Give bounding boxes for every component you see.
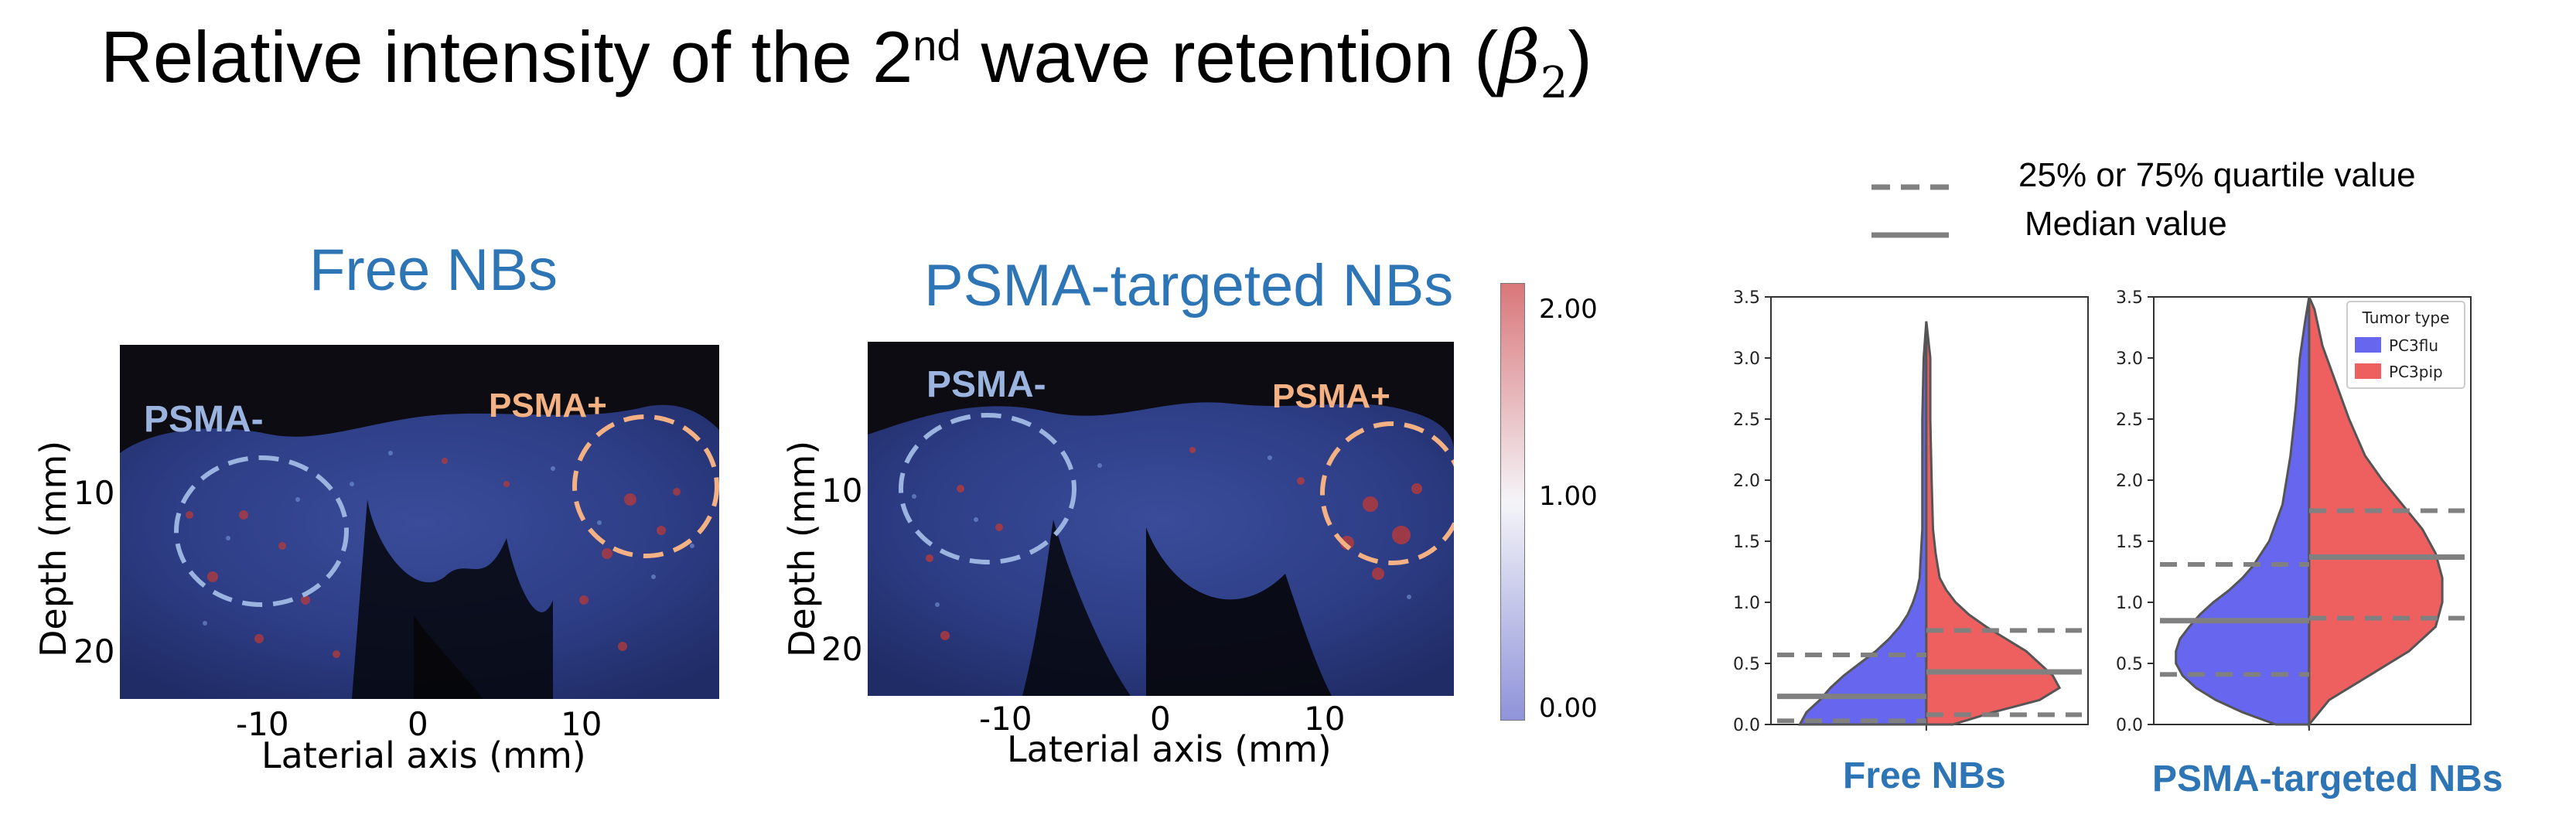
legend-swatch-pc3pip [2355,363,2381,379]
violin-legend-title: Tumor type [2362,309,2450,327]
y-tick-label: 3.5 [1733,288,1760,308]
violin-caption-psma: PSMA-targeted NBs [2152,759,2503,799]
plot-frame [2153,296,2472,725]
psma-minus-circle [174,455,349,607]
y-tick-label: 1.0 [2116,594,2143,613]
label-psma-plus: PSMA+ [1272,377,1390,415]
page-title: Relative intensity of the 2nd wave reten… [101,15,1592,108]
y-tick-label: 0.0 [2116,716,2143,735]
xtick: 10 [1304,700,1346,738]
ytick: 10 [73,474,115,512]
panel-title-free: Free NBs [309,237,558,303]
ytick: 20 [73,632,115,670]
y-tick-label: 1.5 [2116,533,2143,552]
free-nbs-ultrasound-map [120,345,719,699]
title-middle: wave retention ( [960,16,1499,97]
violin-half-pc3flu [2175,296,2311,726]
x-axis-label: Laterial axis (mm) [1007,728,1332,770]
title-prefix: Relative intensity of the 2 [101,16,913,97]
colorbar [1500,283,1525,721]
legend-swatch-pc3flu [2355,337,2381,353]
violin-half-pc3pip [1925,321,2062,726]
xtick: -10 [979,700,1032,738]
colorbar-tick: 2.00 [1539,294,1598,325]
y-axis-label: Depth (mm) [781,440,823,657]
xtick: 10 [561,705,602,743]
xtick: 0 [408,705,428,743]
y-tick-label: 0.0 [1733,716,1760,735]
xtick: -10 [236,705,289,743]
title-superscript: nd [913,21,961,70]
violin-charts: 0.0 0.5 1.0 1.5 2.0 2.5 3.0 3.5 0.0 0.5 1.0 1.5 2.0 2… [1733,288,2472,735]
psma-minus-circle [899,413,1076,564]
panel-title-psma: PSMA-targeted NBs [924,253,1454,319]
y-tick-label: 2.5 [2116,411,2143,430]
y-tick-label: 0.5 [1733,655,1760,674]
legend-dashed-label: 25% or 75% quartile value [2018,156,2416,194]
legend-solid-label: Median value [2025,205,2227,243]
line-style-legend-icons [1871,184,1949,238]
legend-label-pc3flu: PC3flu [2389,336,2438,355]
y-tick-label: 3.0 [2116,349,2143,369]
ytick: 10 [821,472,863,510]
title-beta-symbol: β2 [1498,15,1568,108]
psma-nbs-ultrasound-map [868,342,1454,696]
y-tick-label: 3.0 [1733,349,1760,369]
y-tick-label: 0.5 [2116,655,2143,674]
y-tick-label: 1.5 [1733,533,1760,552]
y-tick-label: 2.0 [1733,472,1760,491]
label-psma-minus: PSMA- [926,364,1046,405]
label-psma-plus: PSMA+ [489,387,607,424]
violin-half-pc3flu [1797,321,1928,726]
y-axis-label: Depth (mm) [32,440,74,657]
violin-caption-free: Free NBs [1843,755,2006,796]
title-suffix: ) [1568,16,1592,97]
legend-label-pc3pip: PC3pip [2389,363,2443,381]
x-axis-label: Laterial axis (mm) [261,735,586,776]
y-tick-label: 1.0 [1733,594,1760,613]
colorbar-tick: 0.00 [1539,693,1598,724]
label-psma-minus: PSMA- [144,399,264,440]
ytick: 20 [821,630,863,668]
xtick: 0 [1150,700,1171,738]
y-tick-label: 2.0 [2116,472,2143,491]
colorbar-tick: 1.00 [1539,481,1598,512]
y-tick-label: 3.5 [2116,288,2143,308]
y-tick-label: 2.5 [1733,411,1760,430]
psma-plus-circle [572,414,719,558]
psma-plus-circle [1320,421,1454,565]
